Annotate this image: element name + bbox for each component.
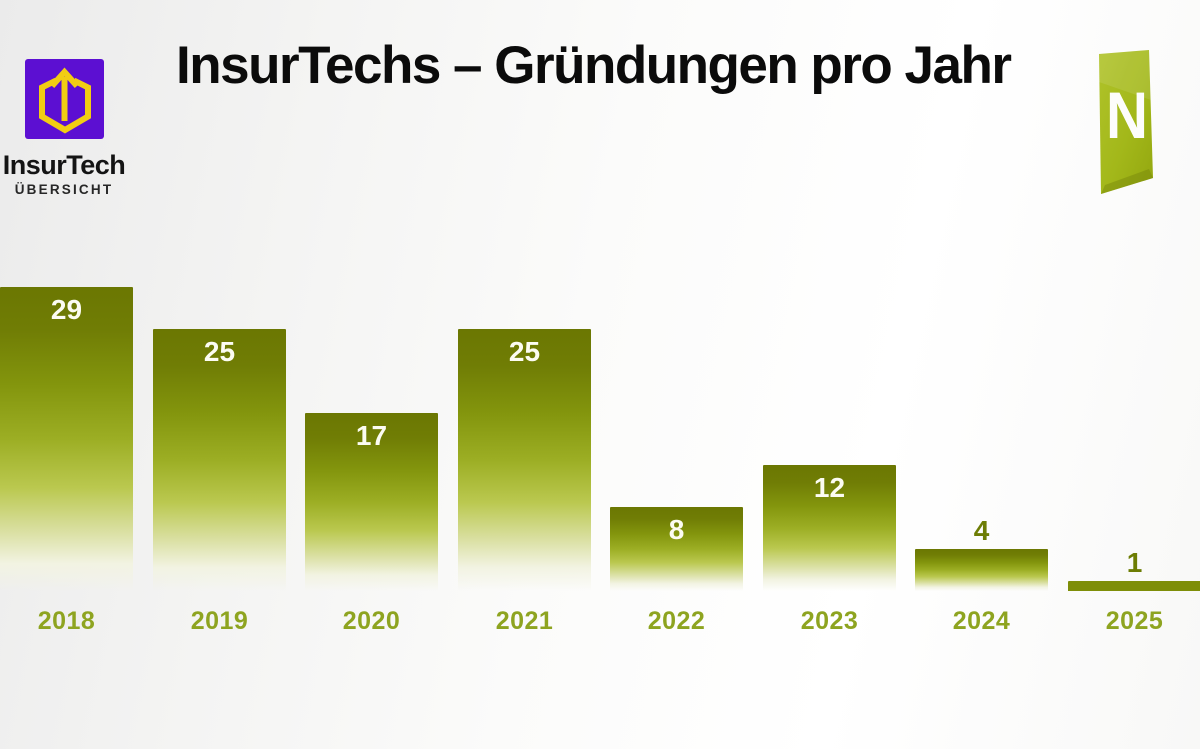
x-axis-label: 2023 (800, 607, 859, 635)
bar-2022: 8 (610, 507, 743, 591)
x-axis-label: 2025 (1105, 607, 1164, 635)
x-axis-label: 2018 (37, 607, 96, 635)
bar-value-label: 25 (203, 336, 236, 367)
bar-2024 (915, 549, 1048, 591)
x-axis-label: 2020 (342, 607, 401, 635)
x-axis-label: 2021 (495, 607, 554, 635)
bar-2021: 25 (458, 329, 591, 591)
bar-value-label: 25 (508, 336, 541, 367)
hexagon-outline (39, 77, 91, 134)
ribbon-shape (1099, 50, 1153, 194)
bar-value-label: 12 (813, 472, 846, 503)
bar-value-label: 17 (355, 420, 388, 451)
page-title: InsurTechs – Gründungen pro Jahr (176, 36, 1012, 95)
bar-2023: 12 (763, 465, 896, 591)
bar-value-label: 8 (668, 514, 685, 545)
bar-2019: 25 (153, 329, 286, 591)
insurtech-logo (25, 59, 104, 139)
brand-subtitle: ÜBERSICHT (14, 182, 114, 197)
ribbon-fold (1101, 169, 1153, 194)
n-badge: N (1096, 48, 1156, 200)
x-axis-label: 2019 (190, 607, 249, 635)
bar-value-label: 29 (50, 294, 83, 325)
n-ribbon-icon: N (1099, 50, 1153, 194)
bar-value-label: 4 (973, 515, 990, 546)
bar-2020: 17 (305, 413, 438, 591)
hexagon-up-arrow-icon (25, 59, 104, 139)
bar-2025 (1068, 581, 1200, 591)
badge-letter: N (1106, 78, 1148, 152)
arrow-head (49, 67, 80, 88)
brand-name: InsurTech (2, 150, 126, 180)
x-axis-label: 2022 (647, 607, 706, 635)
x-axis-label: 2024 (952, 607, 1011, 635)
bar-value-label: 1 (1126, 547, 1143, 578)
bar-2018: 29 (0, 287, 133, 591)
ribbon-sheen (1099, 50, 1151, 100)
